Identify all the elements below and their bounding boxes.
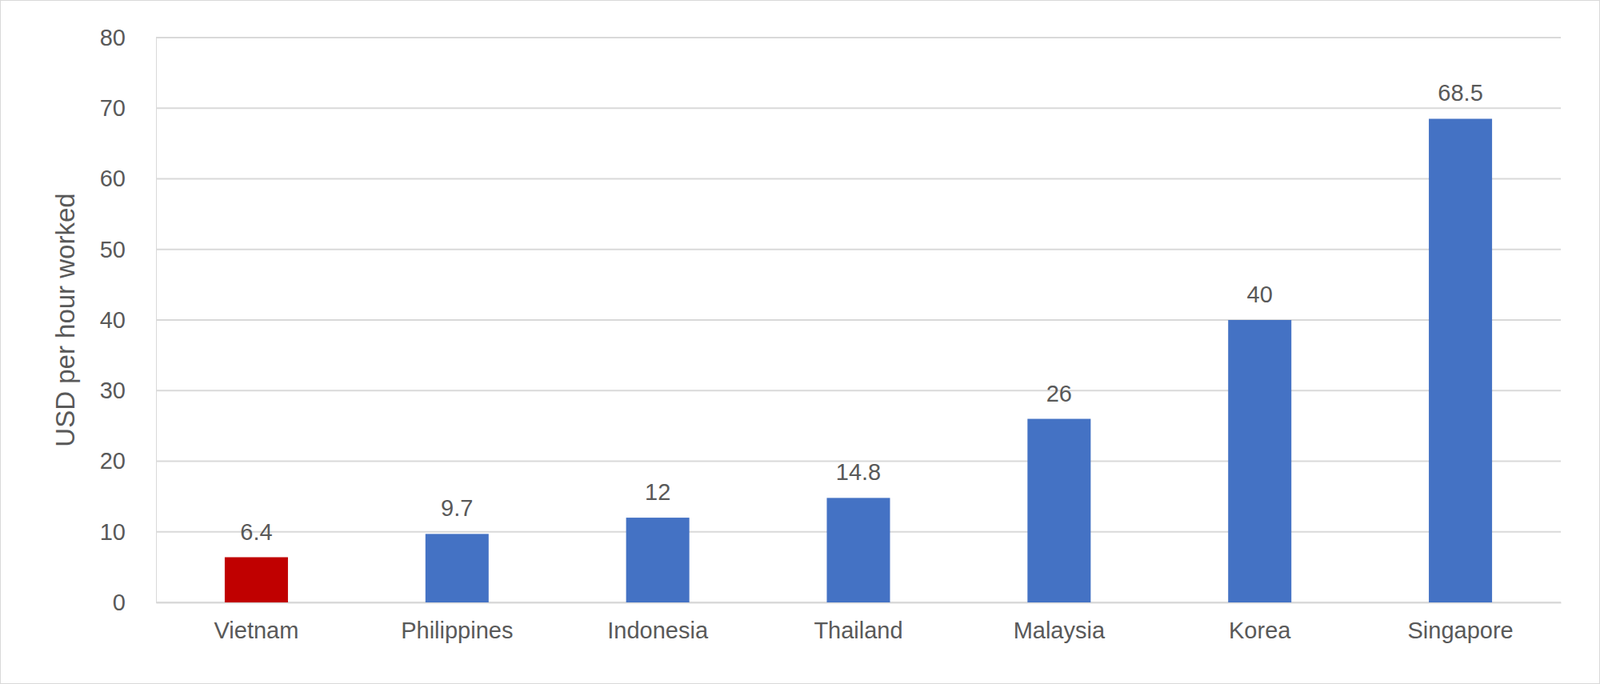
x-tick-label: Malaysia [1013, 617, 1106, 644]
y-tick: 30 [100, 377, 156, 404]
grid-line [156, 36, 1561, 39]
y-axis-title: USD per hour worked [50, 192, 80, 447]
x-tick: Singapore [1407, 602, 1513, 644]
x-tick: Malaysia [1013, 602, 1106, 644]
bar [626, 517, 690, 603]
bar [425, 533, 489, 603]
data-label: 40 [1247, 281, 1273, 308]
data-label: 68.5 [1437, 80, 1483, 106]
y-tick: 20 [100, 448, 156, 474]
grid [156, 37, 1561, 603]
chart-frame [0, 0, 1600, 684]
y-tick-label: 0 [112, 589, 126, 616]
data-label: 12 [644, 479, 671, 505]
bars [224, 118, 1492, 603]
y-tick-label: 70 [100, 95, 126, 121]
y-tick-label: 30 [100, 377, 126, 404]
y-axis: 0 10 20 30 40 50 60 70 80 [100, 24, 157, 616]
y-tick: 60 [100, 165, 156, 192]
grid-line [156, 389, 1561, 392]
x-tick: Philippines [400, 602, 513, 644]
bar [826, 497, 890, 603]
y-tick-label: 20 [100, 448, 126, 474]
x-tick: Vietnam [213, 602, 299, 644]
y-tick: 40 [100, 307, 156, 333]
y-tick: 80 [100, 24, 156, 51]
data-labels: 6.4 9.7 12 14.8 26 40 68.5 [240, 80, 1484, 544]
chart: 0 10 20 30 40 50 60 70 80 Vietnam Philippines Indon… [0, 0, 1600, 684]
bar [1027, 419, 1091, 603]
x-tick-label: Vietnam [213, 617, 299, 644]
data-label: 9.7 [440, 495, 473, 521]
x-tick-label: Korea [1228, 617, 1292, 644]
x-tick-label: Singapore [1407, 617, 1513, 644]
x-tick: Korea [1228, 602, 1292, 644]
bar [1428, 118, 1492, 603]
x-axis: Vietnam Philippines Indonesia Thailand Malay… [156, 602, 1562, 644]
grid-line [156, 178, 1561, 180]
x-tick-label: Philippines [400, 617, 513, 644]
x-tick: Indonesia [607, 602, 709, 644]
grid-line [156, 107, 1561, 109]
bar [1228, 320, 1292, 603]
y-tick-label: 10 [100, 519, 126, 545]
y-tick-label: 80 [100, 24, 126, 51]
x-tick: Thailand [813, 602, 903, 644]
y-tick-label: 40 [100, 307, 126, 333]
plot: 0 10 20 30 40 50 60 70 80 Vietnam Philippines Indon… [100, 24, 1562, 644]
data-label: 14.8 [836, 459, 881, 485]
data-label: 26 [1046, 380, 1072, 407]
data-label: 6.4 [240, 519, 272, 545]
grid-line [156, 319, 1561, 321]
y-axis-line [156, 38, 157, 604]
x-tick-label: Thailand [813, 617, 903, 644]
y-tick: 50 [100, 236, 156, 263]
bar [224, 557, 288, 603]
x-tick-label: Indonesia [607, 617, 709, 644]
grid-line [156, 248, 1561, 251]
y-tick: 10 [100, 519, 156, 545]
y-tick: 0 [112, 589, 156, 616]
y-tick-label: 60 [100, 165, 126, 192]
y-tick-label: 50 [100, 236, 126, 263]
y-tick: 70 [100, 95, 156, 121]
